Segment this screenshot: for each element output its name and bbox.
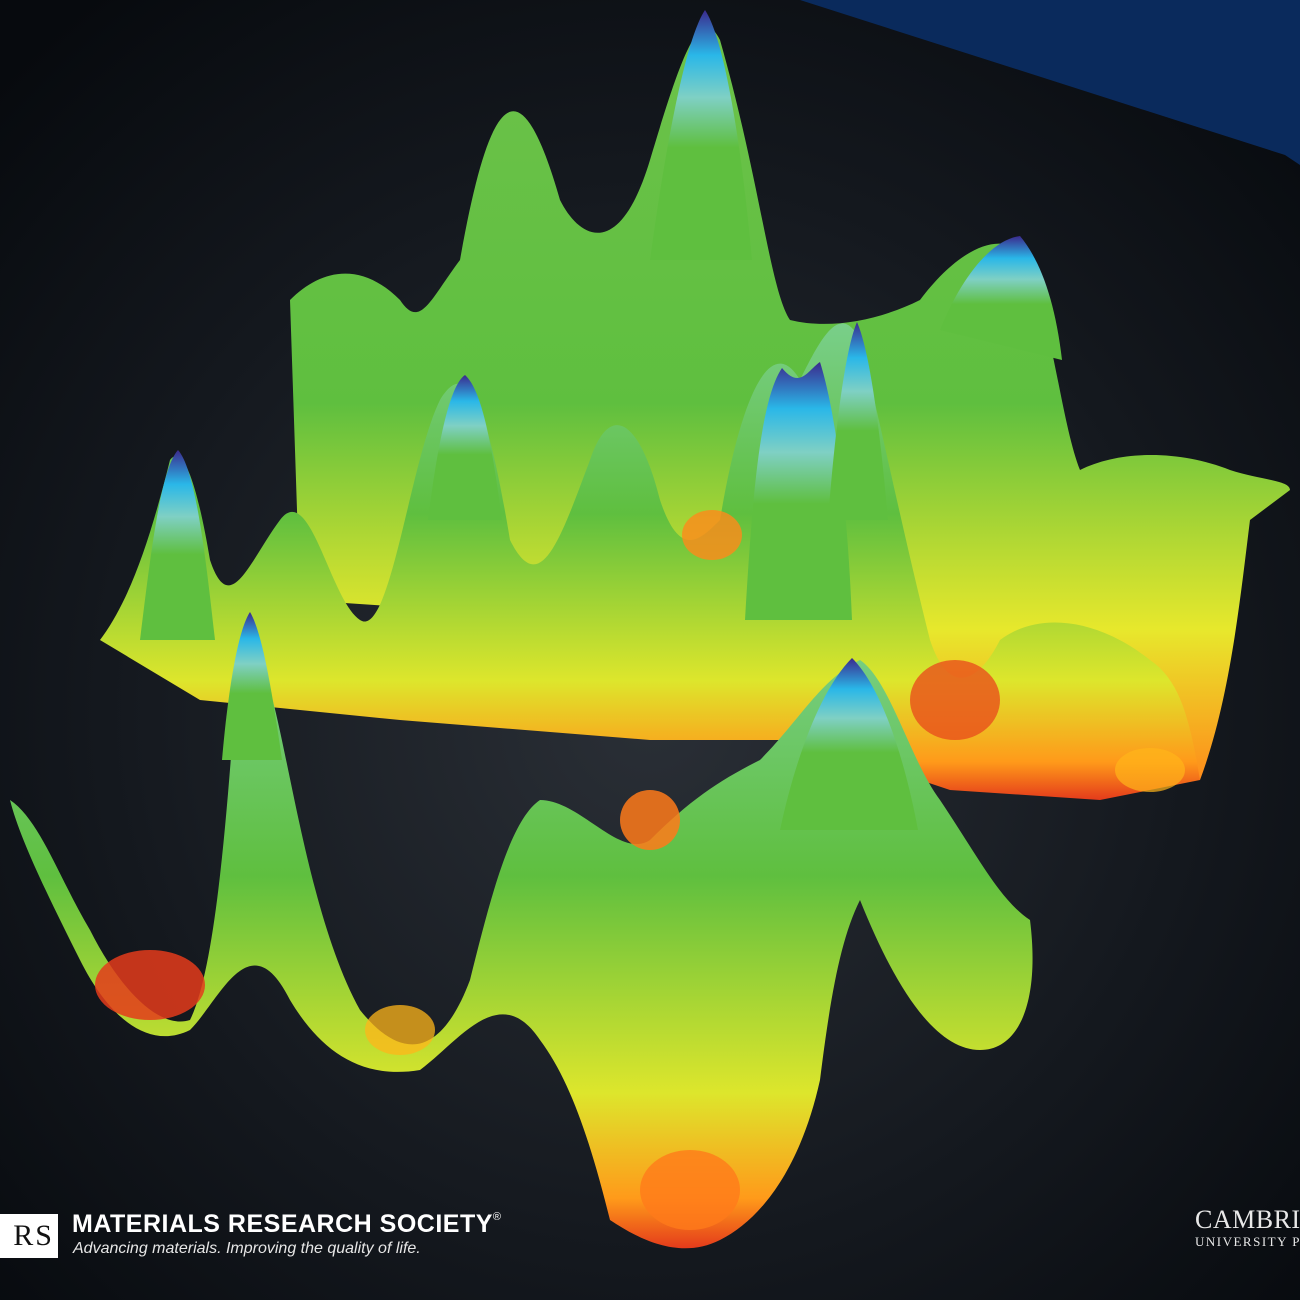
- mrs-logo: RS: [0, 1214, 58, 1258]
- publisher-name-text: MATERIALS RESEARCH SOCIETY: [72, 1210, 493, 1238]
- surface-front-layer: [10, 628, 1033, 1249]
- peak-1: [140, 450, 215, 640]
- valley-7: [1115, 748, 1185, 792]
- accent-band: [800, 0, 1300, 165]
- valley-4: [910, 660, 1000, 740]
- valley-1: [95, 950, 205, 1020]
- mrs-logo-letters: RS: [13, 1219, 54, 1252]
- peak-7: [780, 658, 918, 830]
- cambridge-logo: CAMBRIDGE UNIVERSITY PRESS: [1195, 1205, 1300, 1265]
- cambridge-name: CAMBRIDGE: [1195, 1205, 1300, 1234]
- peak-5: [745, 362, 852, 620]
- valley-2: [640, 1150, 740, 1230]
- peak-2: [222, 612, 282, 760]
- valley-5: [682, 510, 742, 560]
- peak-3: [428, 375, 502, 520]
- registered-mark: ®: [492, 1211, 502, 1223]
- valley-3: [620, 790, 680, 850]
- publisher-name: MATERIALS RESEARCH SOCIETY®: [72, 1210, 502, 1239]
- valley-6: [365, 1005, 435, 1055]
- peak-6: [828, 322, 888, 520]
- publisher-tagline: Advancing materials. Improving the quali…: [73, 1240, 421, 1257]
- peak-8: [940, 236, 1062, 360]
- peak-4: [650, 10, 752, 260]
- cambridge-subtitle: UNIVERSITY PRESS: [1195, 1234, 1300, 1249]
